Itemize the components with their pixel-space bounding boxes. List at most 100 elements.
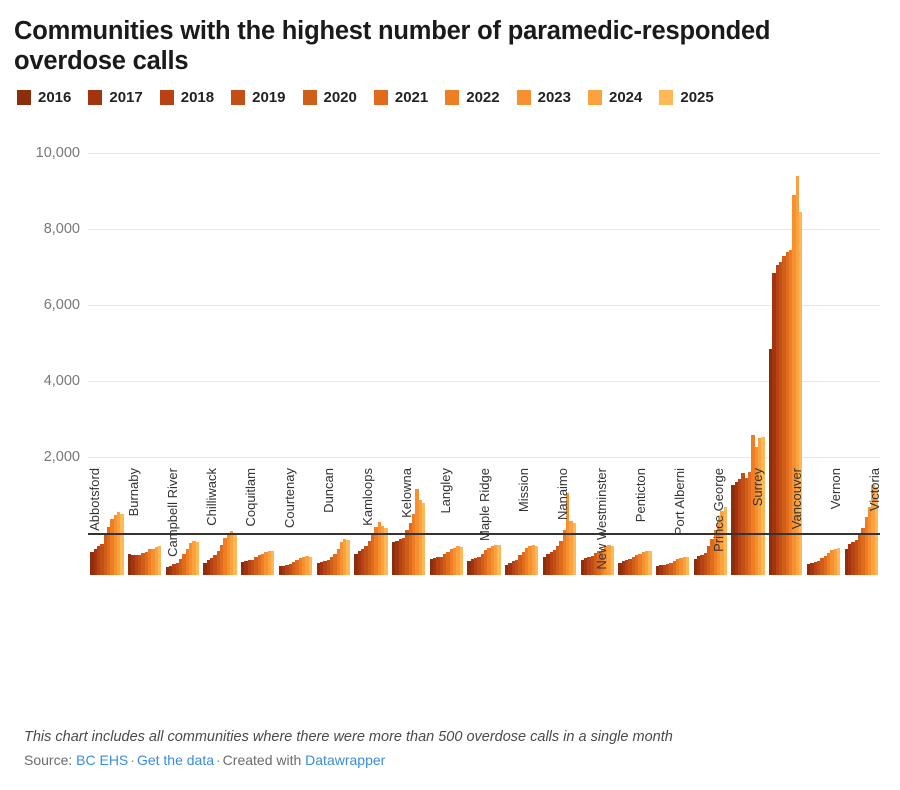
bar[interactable] [302,556,306,576]
bar[interactable] [717,521,721,576]
bar[interactable] [833,548,837,576]
bar[interactable] [178,559,183,576]
bar[interactable] [871,485,875,576]
bar[interactable] [505,564,509,576]
bar[interactable] [556,545,560,576]
bar[interactable] [744,477,749,576]
bar[interactable] [628,559,632,576]
bar[interactable] [213,555,217,576]
bar[interactable] [456,546,460,576]
bar[interactable] [775,265,780,576]
bar[interactable] [233,532,237,576]
bar[interactable] [157,546,162,576]
bar[interactable] [439,556,443,576]
bar[interactable] [377,521,381,576]
bar[interactable] [569,521,573,576]
get-the-data-link[interactable]: Get the data [136,752,214,768]
legend-item-2025[interactable]: 2025 [659,90,714,106]
bar[interactable] [292,561,296,576]
bar[interactable] [333,553,337,576]
bar[interactable] [477,557,481,576]
bar[interactable] [826,553,831,576]
bar[interactable] [484,550,488,576]
bar[interactable] [168,565,173,576]
bar[interactable] [436,557,440,576]
bar[interactable] [511,561,516,576]
source-link[interactable]: BC EHS [76,752,129,768]
bar[interactable] [264,551,268,576]
bar[interactable] [634,555,639,576]
bar[interactable] [515,559,519,576]
legend-item-2018[interactable]: 2018 [159,90,214,106]
bar[interactable] [203,562,207,576]
bar[interactable] [707,546,711,576]
bar[interactable] [542,556,547,576]
bar[interactable] [144,551,148,576]
bar[interactable] [391,542,396,576]
bar[interactable] [474,558,478,576]
bar[interactable] [799,212,803,576]
bar[interactable] [795,176,800,576]
bar[interactable] [395,540,399,576]
bar[interactable] [216,550,221,576]
bar[interactable] [820,558,824,576]
bar[interactable] [446,551,450,576]
bar[interactable] [700,554,704,576]
bar[interactable] [720,510,724,576]
bar[interactable] [127,553,132,576]
bar[interactable] [593,553,598,576]
bar[interactable] [844,549,848,576]
bar[interactable] [490,545,495,576]
bar[interactable] [182,554,186,576]
bar[interactable] [278,566,283,576]
bar[interactable] [116,511,121,576]
bar[interactable] [433,558,437,576]
bar[interactable] [210,558,214,576]
bar[interactable] [367,540,371,576]
datawrapper-link[interactable]: Datawrapper [305,752,386,768]
bar[interactable] [480,553,485,576]
bar[interactable] [638,553,642,576]
bar[interactable] [405,530,409,576]
bar[interactable] [552,550,557,576]
bar[interactable] [792,195,796,576]
bar[interactable] [151,548,155,576]
legend-item-2022[interactable]: 2022 [445,90,500,106]
bar[interactable] [103,533,107,576]
bar[interactable] [851,541,855,576]
bar[interactable] [251,559,255,576]
bar[interactable] [487,547,491,576]
bar[interactable] [861,527,865,576]
bar[interactable] [521,551,526,576]
bar[interactable] [154,547,158,576]
bar[interactable] [175,562,179,576]
bar[interactable] [192,540,196,576]
bar[interactable] [644,550,649,576]
bar[interactable] [364,546,368,576]
legend-item-2017[interactable]: 2017 [88,90,143,106]
bar[interactable] [384,527,388,576]
bar[interactable] [847,544,852,576]
bar[interactable] [449,549,453,576]
bar[interactable] [343,539,347,576]
legend-item-2020[interactable]: 2020 [302,90,357,106]
bar[interactable] [697,556,701,576]
bar[interactable] [467,560,471,576]
bar[interactable] [134,555,138,576]
bar[interactable] [864,517,868,576]
bar[interactable] [528,545,532,576]
bar[interactable] [874,486,878,576]
bar[interactable] [120,514,124,576]
bar[interactable] [610,545,614,576]
bar[interactable] [597,550,601,576]
bar[interactable] [206,559,211,576]
bar[interactable] [751,434,755,576]
bar[interactable] [230,531,234,576]
bar[interactable] [267,550,272,576]
bar[interactable] [600,548,604,576]
bar[interactable] [631,556,635,576]
bar[interactable] [508,563,512,576]
bar[interactable] [418,499,422,576]
bar[interactable] [497,545,501,576]
bar[interactable] [648,551,652,576]
